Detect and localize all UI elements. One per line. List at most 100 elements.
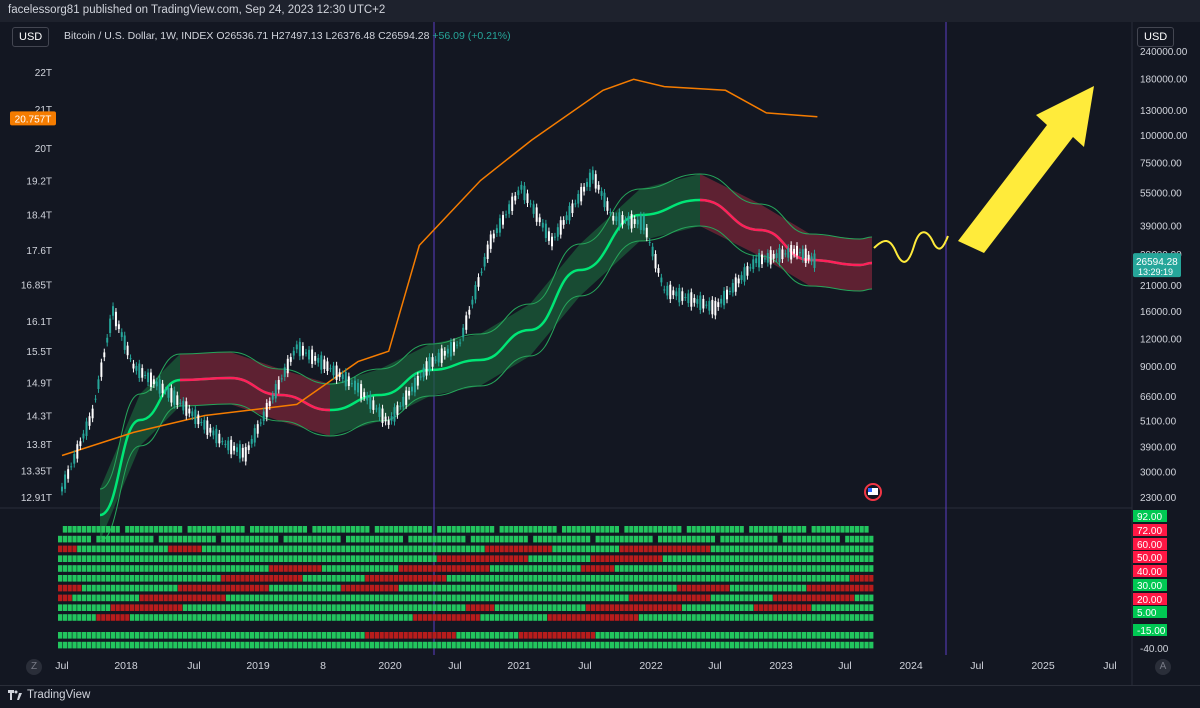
oscillator-cell [187, 614, 192, 621]
zoom-toggle-button[interactable]: Z [26, 659, 42, 675]
oscillator-cell [446, 641, 451, 649]
oscillator-cell [154, 632, 159, 639]
oscillator-cell [581, 535, 586, 543]
oscillator-cell [115, 575, 120, 582]
oscillator-cell [178, 555, 183, 562]
candle-body [645, 227, 648, 238]
candle-body [577, 193, 580, 204]
oscillator-cell [518, 555, 523, 562]
oscillator-cell [173, 594, 178, 602]
oscillator-cell [672, 526, 677, 533]
oscillator-cell [355, 526, 360, 533]
oscillator-cell [312, 614, 317, 621]
oscillator-cell [226, 584, 231, 592]
oscillator-cell [269, 526, 274, 533]
currency-right-button[interactable]: USD [1137, 27, 1175, 47]
oscillator-cell [830, 526, 835, 533]
oscillator-cell [264, 555, 269, 562]
oscillator-cell [643, 641, 648, 649]
candle-body [624, 220, 627, 222]
oscillator-cell [158, 604, 163, 611]
candle-body [88, 416, 91, 426]
oscillator-cell [480, 604, 485, 611]
oscillator-cell [346, 594, 351, 602]
oscillator-cell [67, 594, 72, 602]
band-fill-red [700, 174, 872, 291]
oscillator-cell [221, 641, 226, 649]
candle-body [574, 203, 577, 205]
oscillator-cell [538, 594, 543, 602]
oscillator-cell [730, 565, 735, 572]
oscillator-cell [864, 614, 869, 621]
candle-body [657, 268, 660, 273]
oscillator-cell [115, 614, 120, 621]
oscillator-cell [619, 565, 624, 572]
oscillator-cell [91, 632, 96, 639]
oscillator-cell [211, 614, 216, 621]
oscillator-cell [226, 535, 231, 543]
oscillator-cell [240, 641, 245, 649]
oscillator-cell [557, 555, 562, 562]
oscillator-cell [274, 641, 279, 649]
oscillator-cell [773, 545, 778, 553]
oscillator-cell [518, 535, 523, 543]
oscillator-cell [432, 614, 437, 621]
oscillator-cell [490, 545, 495, 553]
tradingview-logo[interactable]: TradingView [8, 689, 90, 701]
oscillator-cell [355, 565, 360, 572]
oscillator-level-box [1133, 565, 1167, 577]
oscillator-cell [811, 575, 816, 582]
candle-body [621, 214, 624, 225]
oscillator-cell [720, 594, 725, 602]
oscillator-cell [446, 535, 451, 543]
oscillator-cell [758, 584, 763, 592]
oscillator-cell [854, 632, 859, 639]
oscillator-cell [115, 584, 120, 592]
oscillator-cell [830, 604, 835, 611]
oscillator-cell [782, 535, 787, 543]
oscillator-cell [682, 535, 687, 543]
oscillator-cell [758, 604, 763, 611]
oscillator-cell [178, 535, 183, 543]
oscillator-cell [614, 641, 619, 649]
oscillator-cell [182, 535, 187, 543]
oscillator-cell [691, 526, 696, 533]
oscillator-cell [533, 594, 538, 602]
oscillator-cell [571, 565, 576, 572]
oscillator-cell [134, 545, 139, 553]
auto-scale-button[interactable]: A [1155, 659, 1171, 675]
oscillator-cell [614, 555, 619, 562]
oscillator-cell [77, 555, 82, 562]
oscillator-cell [120, 565, 125, 572]
oscillator-cell [821, 604, 826, 611]
oscillator-cell [134, 632, 139, 639]
oscillator-cell [667, 565, 672, 572]
candle-body [236, 447, 238, 453]
oscillator-cell [605, 641, 610, 649]
oscillator-cell [581, 614, 586, 621]
oscillator-cell [730, 594, 735, 602]
oscillator-cell [720, 575, 725, 582]
oscillator-cell [811, 584, 816, 592]
oscillator-cell [739, 632, 744, 639]
oscillator-cell [638, 545, 643, 553]
oscillator-cell [504, 641, 509, 649]
oscillator-cell [312, 535, 317, 543]
left-axis-tick-label: 14.3T [26, 411, 52, 422]
oscillator-cell [110, 632, 115, 639]
currency-left-button[interactable]: USD [12, 27, 50, 47]
oscillator-cell [307, 594, 312, 602]
oscillator-cell [571, 575, 576, 582]
oscillator-cell [706, 604, 711, 611]
oscillator-cell [192, 614, 197, 621]
oscillator-cell [456, 641, 461, 649]
oscillator-cell [72, 545, 77, 553]
right-axis-tick-label: 9000.00 [1140, 362, 1177, 373]
oscillator-cell [91, 575, 96, 582]
oscillator-cell [509, 614, 514, 621]
candle-body [690, 292, 693, 307]
oscillator-cell [806, 565, 811, 572]
oscillator-cell [475, 632, 480, 639]
oscillator-cell [557, 565, 562, 572]
